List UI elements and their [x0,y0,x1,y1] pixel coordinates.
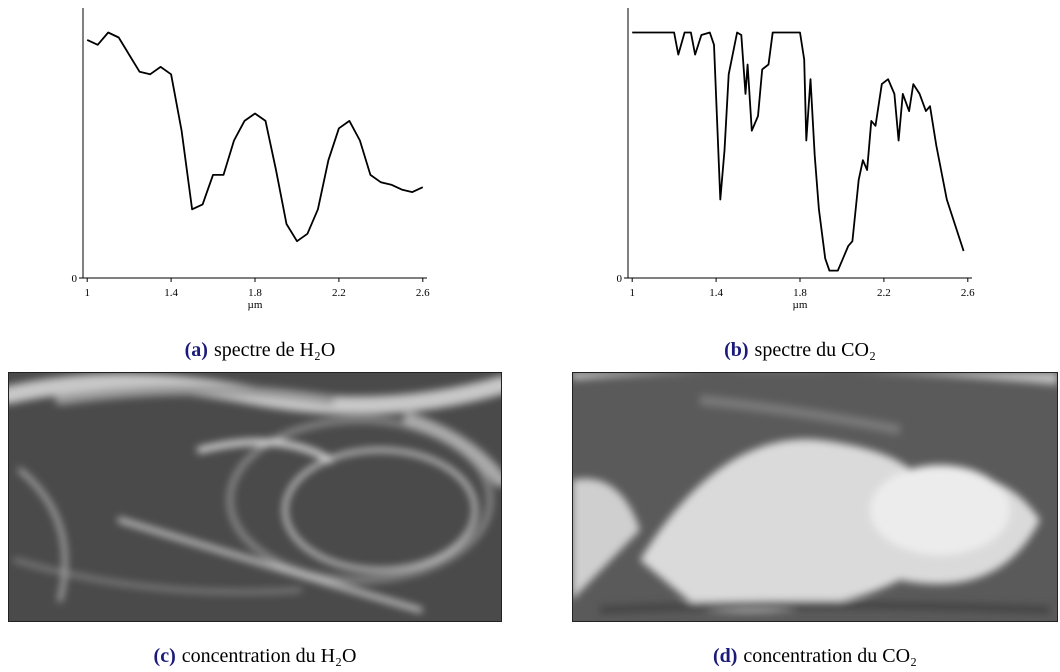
x-tick-label: 2.2 [332,287,346,299]
x-tick-label: 1.4 [709,287,723,299]
caption: (b) spectre du CO₂ [724,339,876,361]
caption-text: concentration du H₂O [182,645,357,667]
x-tick-label: 1.8 [248,287,262,299]
x-axis-label: µm [793,299,808,311]
spectrum-line [632,31,965,272]
caption-text: spectre de H₂O [214,339,335,361]
x-tick-label: 2.2 [877,287,891,299]
caption-label: (d) [713,645,737,667]
image-co2 [572,372,1058,622]
caption: (c) concentration du H₂O [154,645,357,667]
x-tick-label: 2.6 [961,287,975,299]
caption-label: (c) [154,645,176,667]
x-tick-label: 1 [629,287,635,299]
x-axis-label: µm [248,299,263,311]
spectrum-line [86,31,424,243]
x-tick-label: 1 [84,287,90,299]
caption: (a) spectre de H₂O [185,339,336,361]
caption-text: concentration du CO₂ [743,645,917,667]
y-tick-label: 0 [617,273,623,285]
image-h2o [8,372,502,622]
x-tick-label: 2.6 [416,287,430,299]
x-tick-label: 1.4 [164,287,178,299]
caption-label: (b) [724,339,748,361]
caption: (d) concentration du CO₂ [713,645,917,667]
caption-label: (a) [185,339,208,361]
x-tick-label: 1.8 [793,287,807,299]
y-tick-label: 0 [72,273,78,285]
caption-text: spectre du CO₂ [755,339,876,361]
